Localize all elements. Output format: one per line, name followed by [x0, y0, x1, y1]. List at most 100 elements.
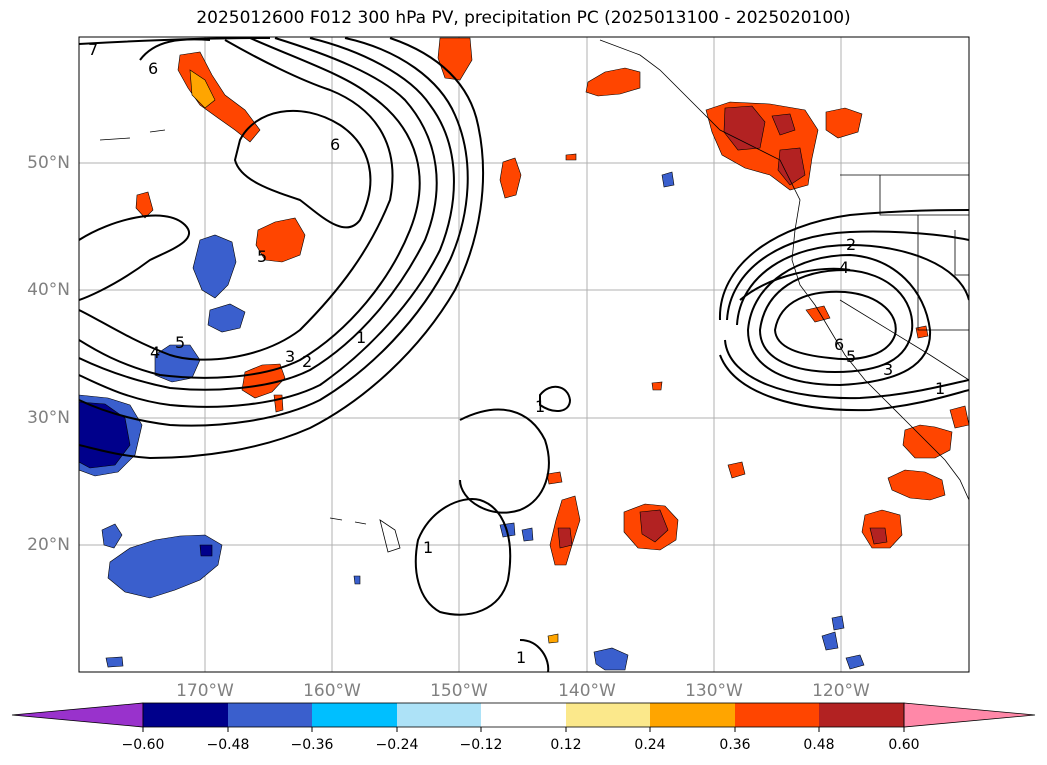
- pv-contour: [79, 37, 455, 408]
- contour-label: 1: [516, 648, 526, 667]
- plot-area: [79, 37, 969, 672]
- contour-label: 3: [285, 347, 295, 366]
- precip-blob: [135, 191, 154, 219]
- precip-blob: [593, 647, 629, 671]
- pv-contour: [79, 214, 190, 301]
- colorbar-tick-label: 0.12: [550, 737, 582, 753]
- pv-contour: [718, 209, 969, 321]
- map-title: 2025012600 F012 300 hPa PV, precipitatio…: [196, 8, 851, 28]
- contour-label: 7: [88, 40, 98, 59]
- contour-label: 3: [883, 360, 893, 379]
- contour-label: 1: [535, 397, 545, 416]
- contour-labels: 7 6 6 1 2 3 4 5 5 1 1 1 2 4 6 5 3 1: [88, 40, 945, 667]
- colorbar-tick-label: −0.60: [121, 737, 165, 753]
- contour-label: 1: [423, 538, 433, 557]
- contour-label: 5: [175, 333, 185, 352]
- pv-contour: [79, 39, 394, 361]
- precip-blob: [255, 217, 306, 263]
- precip-blob: [353, 575, 361, 585]
- precip-blob: [805, 305, 831, 323]
- precip-blob: [661, 171, 675, 188]
- contour-label: 2: [302, 352, 312, 371]
- coastlines: [99, 39, 969, 553]
- precip-blob: [241, 363, 286, 399]
- contour-label: 2: [846, 235, 856, 254]
- colorbar-segment: [735, 703, 819, 727]
- pv-contour: [724, 339, 969, 400]
- pv-contour: [519, 639, 550, 672]
- precip-blob: [831, 615, 845, 631]
- contour-label: 4: [150, 343, 160, 362]
- precip-blob: [521, 527, 534, 542]
- colorbar-segment: [397, 703, 481, 727]
- colorbar: [11, 702, 1036, 732]
- colorbar-frame: [142, 702, 905, 728]
- pv-contour: [739, 267, 851, 301]
- colorbar-tick-label: −0.24: [375, 737, 419, 753]
- precip-blob: [585, 67, 641, 97]
- contour-label: 5: [846, 347, 856, 366]
- colorbar-extend-low: [11, 702, 144, 728]
- contour-label: 6: [148, 59, 158, 78]
- colorbar-tick-label: 0.48: [803, 737, 835, 753]
- precip-blob: [565, 153, 577, 161]
- pv-contours: [79, 37, 969, 672]
- lon-label: 170°W: [176, 681, 234, 701]
- precip-blob: [105, 656, 124, 668]
- lon-label: 130°W: [685, 681, 743, 701]
- pv-contour: [539, 385, 572, 412]
- pv-contour: [79, 37, 438, 391]
- precip-blob: [177, 51, 261, 143]
- precip-blob: [547, 633, 559, 644]
- precip-blob: [557, 527, 573, 549]
- colorbar-segment: [650, 703, 735, 727]
- pv-contour: [736, 243, 969, 326]
- precip-blob: [192, 234, 237, 299]
- precip-blob: [949, 405, 969, 429]
- precip-blob: [651, 381, 663, 391]
- pv-contour: [414, 498, 512, 616]
- colorbar-segment: [228, 703, 312, 727]
- precip-blob: [727, 461, 746, 479]
- precip-blob: [777, 147, 806, 186]
- contour-label: 6: [330, 135, 340, 154]
- precip-negative: [79, 171, 865, 671]
- precip-blob: [825, 107, 863, 139]
- lon-label: 120°W: [812, 681, 870, 701]
- precip-blob: [902, 424, 953, 459]
- lat-label: 20°N: [27, 535, 70, 555]
- colorbar-segment: [312, 703, 397, 727]
- pv-contour: [719, 354, 969, 412]
- pv-contour: [758, 268, 914, 374]
- precip-blob: [101, 523, 123, 549]
- colorbar-segment: [566, 703, 650, 727]
- lon-label: 140°W: [558, 681, 616, 701]
- colorbar-segment: [481, 703, 566, 727]
- precip-blob: [771, 113, 796, 136]
- precip-blob: [845, 654, 865, 670]
- precip-blob: [869, 527, 888, 545]
- pv-contour: [726, 230, 969, 321]
- colorbar-tick-label: 0.60: [888, 737, 920, 753]
- pv-contour: [773, 290, 897, 361]
- precip-blob: [107, 534, 223, 599]
- precip-blob: [915, 325, 929, 339]
- precip-blob: [499, 157, 522, 199]
- lon-label: 160°W: [303, 681, 361, 701]
- lat-label: 30°N: [27, 408, 70, 428]
- precip-blob: [546, 471, 563, 485]
- colorbar-segment: [819, 703, 904, 727]
- precip-blob: [821, 631, 839, 651]
- pv-contour: [233, 109, 372, 229]
- pv-contour: [79, 37, 421, 379]
- colorbar-tick-label: −0.48: [206, 737, 250, 753]
- colorbar-segment: [143, 703, 228, 727]
- contour-label: 5: [257, 247, 267, 266]
- colorbar-tick-label: 0.36: [719, 737, 751, 753]
- pv-contour: [746, 253, 932, 387]
- contour-label: 6: [834, 335, 844, 354]
- colorbar-tick-label: −0.12: [459, 737, 503, 753]
- lon-label: 150°W: [430, 681, 488, 701]
- pv-contour: [79, 37, 469, 427]
